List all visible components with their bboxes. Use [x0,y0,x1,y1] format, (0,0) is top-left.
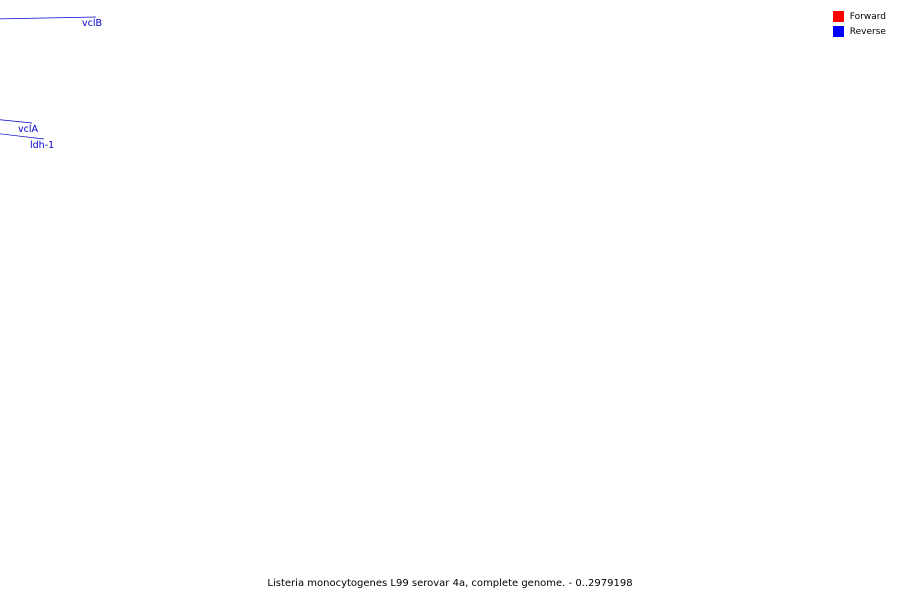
gene-labels: vclZctclmo4a_0228pthmfdlmo4a_0231divIClm… [0,16,102,151]
gene-label: ldh-1 [30,140,54,151]
legend: Forward Reverse [832,9,886,39]
gene-label: vclA [18,124,38,135]
legend-item-forward: Forward [832,9,886,24]
leader-line [0,119,33,124]
legend-item-reverse: Reverse [832,24,886,39]
legend-label-reverse: Reverse [849,26,886,37]
reverse-swatch-icon [832,26,844,37]
forward-swatch-icon [832,11,844,22]
legend-label-forward: Forward [849,11,886,22]
gene-label: vclB [82,18,102,29]
genome-caption: Listeria monocytogenes L99 serovar 4a, c… [267,578,633,589]
